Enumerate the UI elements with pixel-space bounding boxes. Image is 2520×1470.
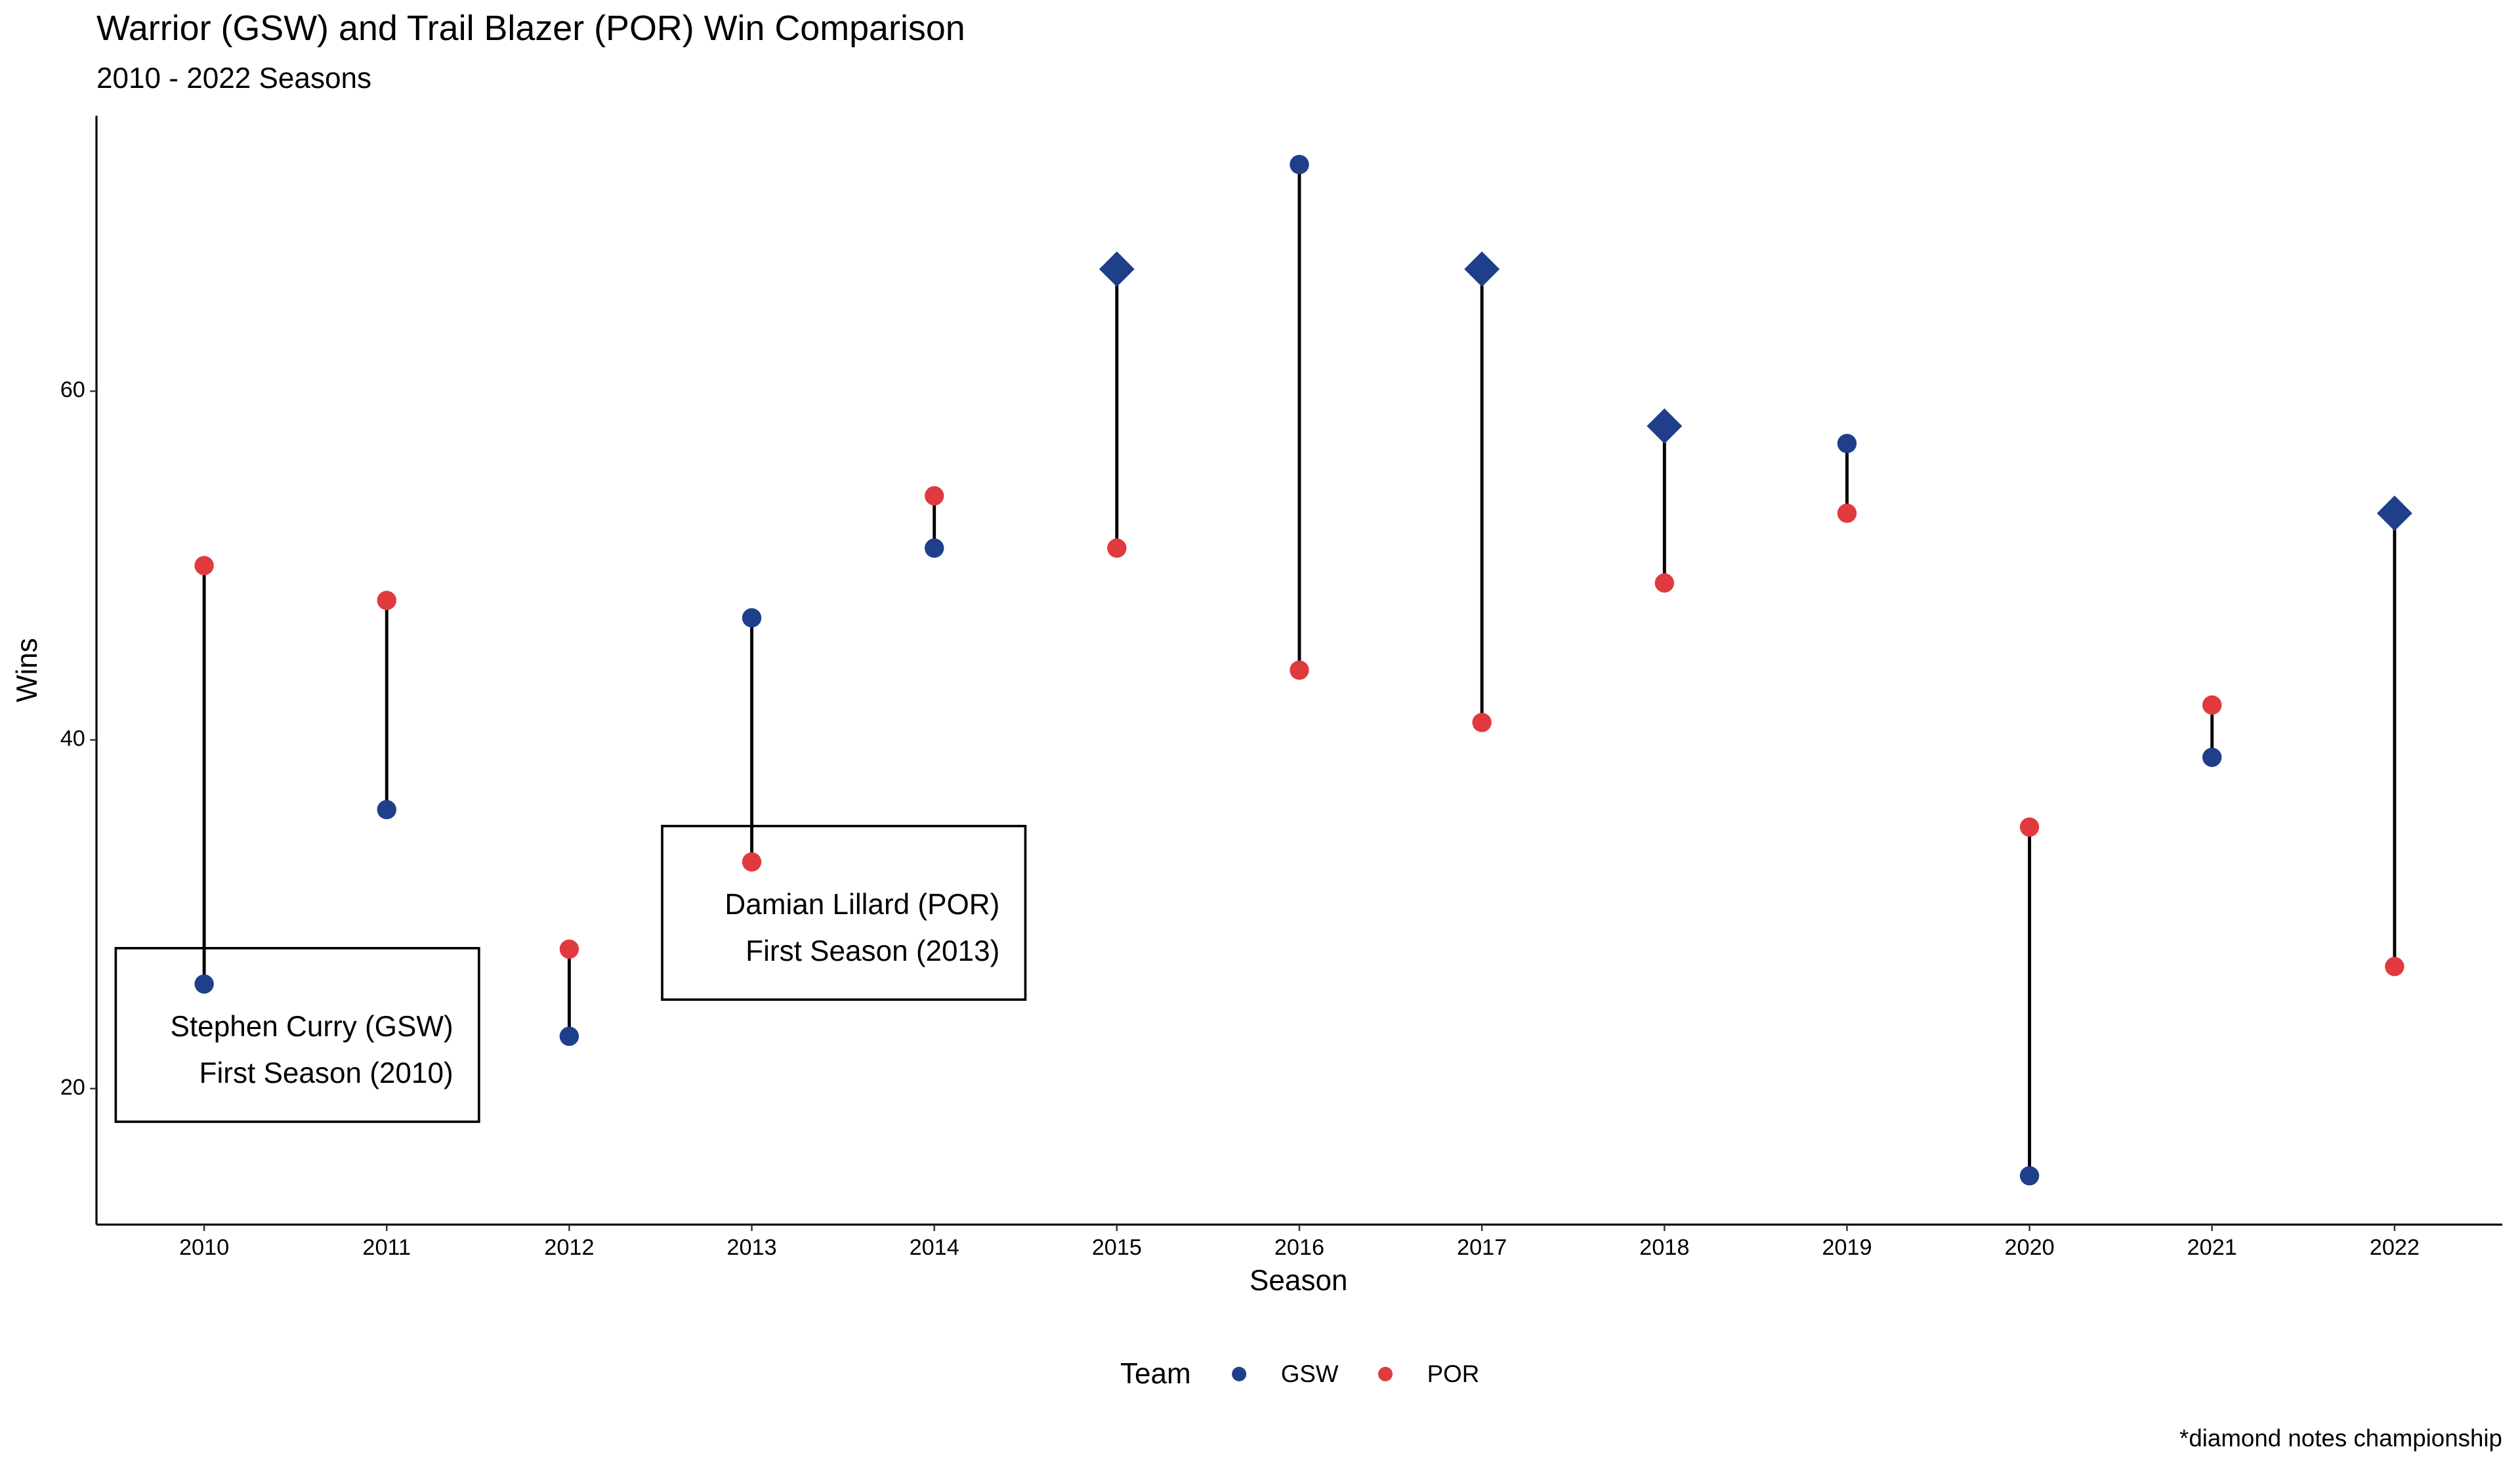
point bbox=[559, 1026, 579, 1046]
point bbox=[742, 608, 762, 628]
point bbox=[194, 974, 214, 994]
annotation-text: Damian Lillard (POR) bbox=[724, 889, 999, 921]
point bbox=[2019, 1166, 2040, 1186]
legend-label: POR bbox=[1427, 1360, 1480, 1387]
point bbox=[377, 591, 396, 610]
point bbox=[1837, 434, 1857, 453]
point bbox=[925, 538, 944, 558]
champion-diamond bbox=[1647, 408, 1683, 444]
legend-title: Team bbox=[1120, 1358, 1191, 1390]
point bbox=[742, 852, 762, 872]
y-tick-label: 60 bbox=[60, 377, 85, 402]
point bbox=[2385, 957, 2404, 976]
point bbox=[1654, 573, 1674, 593]
footnote: *diamond notes championship bbox=[2179, 1425, 2502, 1452]
x-tick-label: 2015 bbox=[1092, 1235, 1142, 1260]
chart-title: Warrior (GSW) and Trail Blazer (POR) Win… bbox=[96, 9, 965, 48]
champion-diamond bbox=[1464, 251, 1500, 287]
annotation-text: First Season (2010) bbox=[200, 1057, 453, 1089]
chart-subtitle: 2010 - 2022 Seasons bbox=[96, 62, 371, 94]
legend-label: GSW bbox=[1281, 1360, 1339, 1387]
x-tick-label: 2011 bbox=[362, 1235, 411, 1260]
legend-swatch bbox=[1232, 1366, 1247, 1381]
x-tick-label: 2022 bbox=[2370, 1235, 2420, 1260]
legend-swatch bbox=[1377, 1366, 1393, 1381]
point bbox=[559, 939, 579, 959]
point bbox=[377, 800, 396, 820]
y-tick-label: 20 bbox=[60, 1075, 85, 1100]
x-tick-label: 2020 bbox=[2004, 1235, 2054, 1260]
point bbox=[1472, 713, 1492, 732]
x-tick-label: 2021 bbox=[2187, 1235, 2237, 1260]
annotation-box bbox=[114, 947, 480, 1124]
x-tick-label: 2019 bbox=[1822, 1235, 1872, 1260]
point bbox=[2202, 695, 2222, 715]
x-tick-label: 2018 bbox=[1639, 1235, 1689, 1260]
point bbox=[2019, 817, 2040, 837]
point bbox=[1107, 538, 1127, 558]
point bbox=[194, 556, 214, 576]
champion-diamond bbox=[1099, 251, 1135, 287]
x-tick-label: 2014 bbox=[910, 1235, 959, 1260]
point bbox=[1290, 660, 1309, 680]
x-tick-label: 2016 bbox=[1274, 1235, 1324, 1260]
point bbox=[2202, 747, 2222, 767]
y-tick-label: 40 bbox=[60, 726, 85, 751]
annotation-text: First Season (2013) bbox=[746, 935, 999, 967]
x-tick-label: 2012 bbox=[544, 1235, 594, 1260]
champion-diamond bbox=[2376, 495, 2412, 532]
point bbox=[1290, 155, 1309, 175]
point bbox=[925, 486, 944, 506]
x-axis-label: Season bbox=[1250, 1265, 1348, 1297]
x-tick-label: 2010 bbox=[179, 1235, 229, 1260]
point bbox=[1837, 503, 1857, 523]
annotation-text: Stephen Curry (GSW) bbox=[171, 1011, 453, 1043]
x-tick-label: 2017 bbox=[1457, 1235, 1507, 1260]
y-axis-label: Wins bbox=[11, 638, 43, 702]
annotation-box bbox=[661, 824, 1027, 1001]
x-tick-label: 2013 bbox=[726, 1235, 776, 1260]
